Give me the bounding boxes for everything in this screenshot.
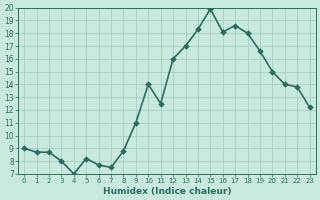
X-axis label: Humidex (Indice chaleur): Humidex (Indice chaleur) [103,187,231,196]
